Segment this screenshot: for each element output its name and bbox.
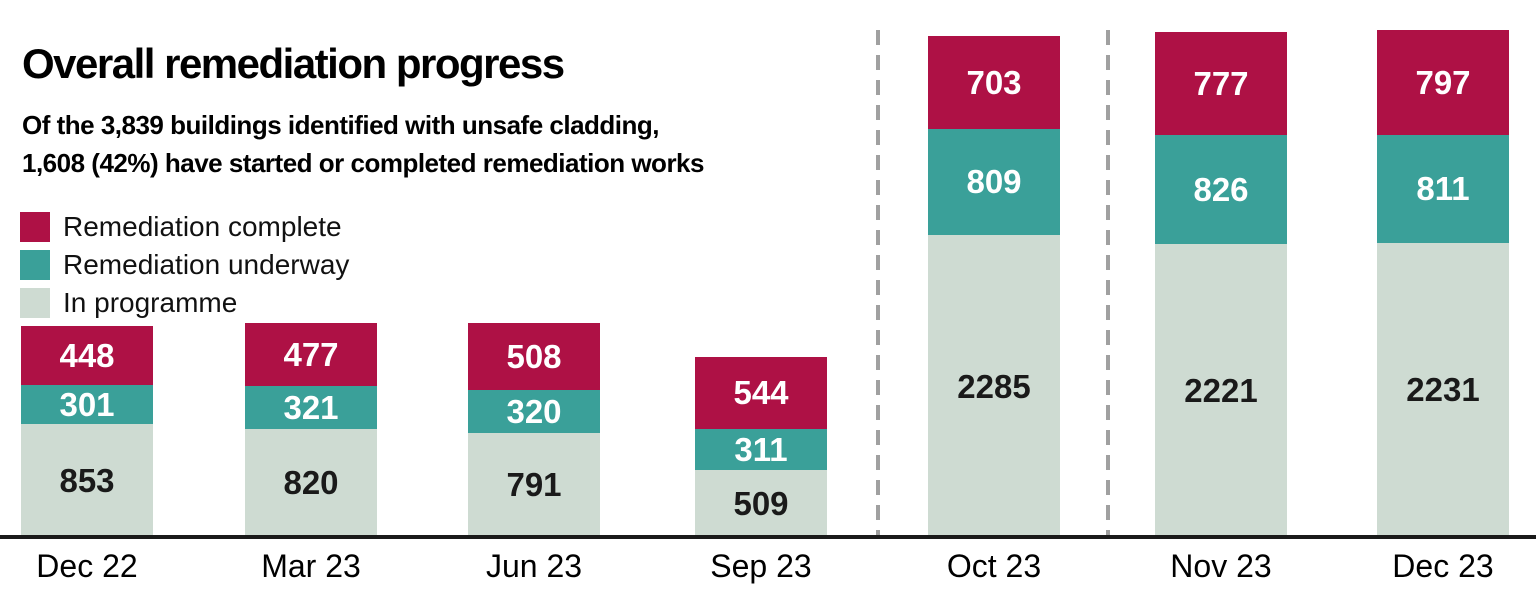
bar-value-label: 809 — [966, 163, 1022, 201]
bar-value-label: 311 — [734, 430, 788, 468]
bar-value-label: 477 — [283, 336, 339, 374]
bar-value-label: 448 — [59, 336, 115, 374]
bar-segment-remediation-complete: 797 — [1377, 30, 1509, 136]
bar-segment-remediation-complete: 477 — [245, 323, 377, 387]
legend-item-remediation-underway: Remediation underway — [20, 246, 349, 284]
bar-segment-in-programme: 2285 — [928, 235, 1060, 537]
bar-value-label: 2221 — [1184, 371, 1258, 409]
bar-segment-remediation-underway: 826 — [1155, 134, 1287, 244]
x-axis-line — [0, 535, 1536, 539]
bar-segment-remediation-underway: 321 — [245, 386, 377, 429]
bar-segment-remediation-complete: 508 — [468, 323, 600, 391]
separator-line — [875, 30, 880, 537]
legend-swatch-remediation-complete-icon — [20, 212, 50, 242]
x-axis-label: Sep 23 — [710, 548, 812, 584]
bar-value-label: 2231 — [1406, 371, 1480, 409]
bar-segment-in-programme: 509 — [695, 469, 827, 537]
bar-value-label: 301 — [59, 386, 115, 424]
legend-item-in-programme: In programme — [20, 284, 349, 322]
legend-swatch-in-programme-icon — [20, 288, 50, 318]
bar-value-label: 508 — [506, 338, 562, 376]
bar-segment-in-programme: 853 — [21, 424, 153, 537]
chart-legend: Remediation complete Remediation underwa… — [20, 208, 349, 322]
chart-subtitle-line2: 1,608 (42%) have started or completed re… — [22, 148, 704, 178]
legend-label-remediation-underway: Remediation underway — [63, 249, 350, 280]
bar-segment-remediation-complete: 777 — [1155, 32, 1287, 135]
bar-value-label: 820 — [283, 464, 339, 502]
bar-value-label: 320 — [506, 392, 562, 430]
bar-segment-in-programme: 791 — [468, 432, 600, 537]
bar-value-label: 777 — [1193, 65, 1249, 102]
bar-value-label: 791 — [506, 466, 562, 504]
x-axis-label: Jun 23 — [485, 548, 583, 584]
x-axis-label: Dec 23 — [1392, 548, 1494, 584]
chart-subtitle-line1: Of the 3,839 buildings identified with u… — [22, 110, 660, 140]
x-axis-label: Mar 23 — [261, 548, 361, 584]
x-axis-label: Oct 23 — [946, 548, 1042, 584]
bar-segment-remediation-underway: 311 — [695, 428, 827, 470]
bar-value-label: 2285 — [957, 367, 1031, 405]
chart-subtitle: Of the 3,839 buildings identified with u… — [22, 106, 704, 182]
legend-item-remediation-complete: Remediation complete — [20, 208, 349, 246]
bar-segment-in-programme: 820 — [245, 428, 377, 537]
bar-segment-remediation-complete: 703 — [928, 35, 1060, 129]
bar-value-label: 321 — [283, 389, 339, 427]
bar-segment-in-programme: 2231 — [1377, 242, 1509, 537]
bar-value-label: 703 — [966, 63, 1022, 101]
legend-label-in-programme: In programme — [63, 287, 238, 318]
bar-value-label: 826 — [1193, 170, 1249, 208]
bar-segment-remediation-underway: 811 — [1377, 135, 1509, 243]
bar-segment-remediation-underway: 809 — [928, 128, 1060, 236]
bar-segment-remediation-underway: 301 — [21, 384, 153, 425]
legend-swatch-remediation-underway-icon — [20, 250, 50, 280]
bar-value-label: 544 — [733, 374, 789, 412]
bar-segment-in-programme: 2221 — [1155, 243, 1287, 537]
bar-segment-remediation-complete: 544 — [695, 356, 827, 429]
legend-label-remediation-complete: Remediation complete — [63, 211, 342, 242]
bar-value-label: 797 — [1415, 64, 1471, 102]
x-axis-label: Dec 22 — [36, 548, 138, 584]
bar-value-label: 509 — [733, 484, 789, 522]
chart-title: Overall remediation progress — [22, 40, 565, 87]
separator-line — [1105, 30, 1110, 537]
x-axis-label: Nov 23 — [1170, 548, 1272, 584]
bar-segment-remediation-underway: 320 — [468, 390, 600, 433]
bar-segment-remediation-complete: 448 — [21, 325, 153, 385]
bar-value-label: 811 — [1416, 170, 1470, 208]
bar-value-label: 853 — [59, 462, 115, 500]
